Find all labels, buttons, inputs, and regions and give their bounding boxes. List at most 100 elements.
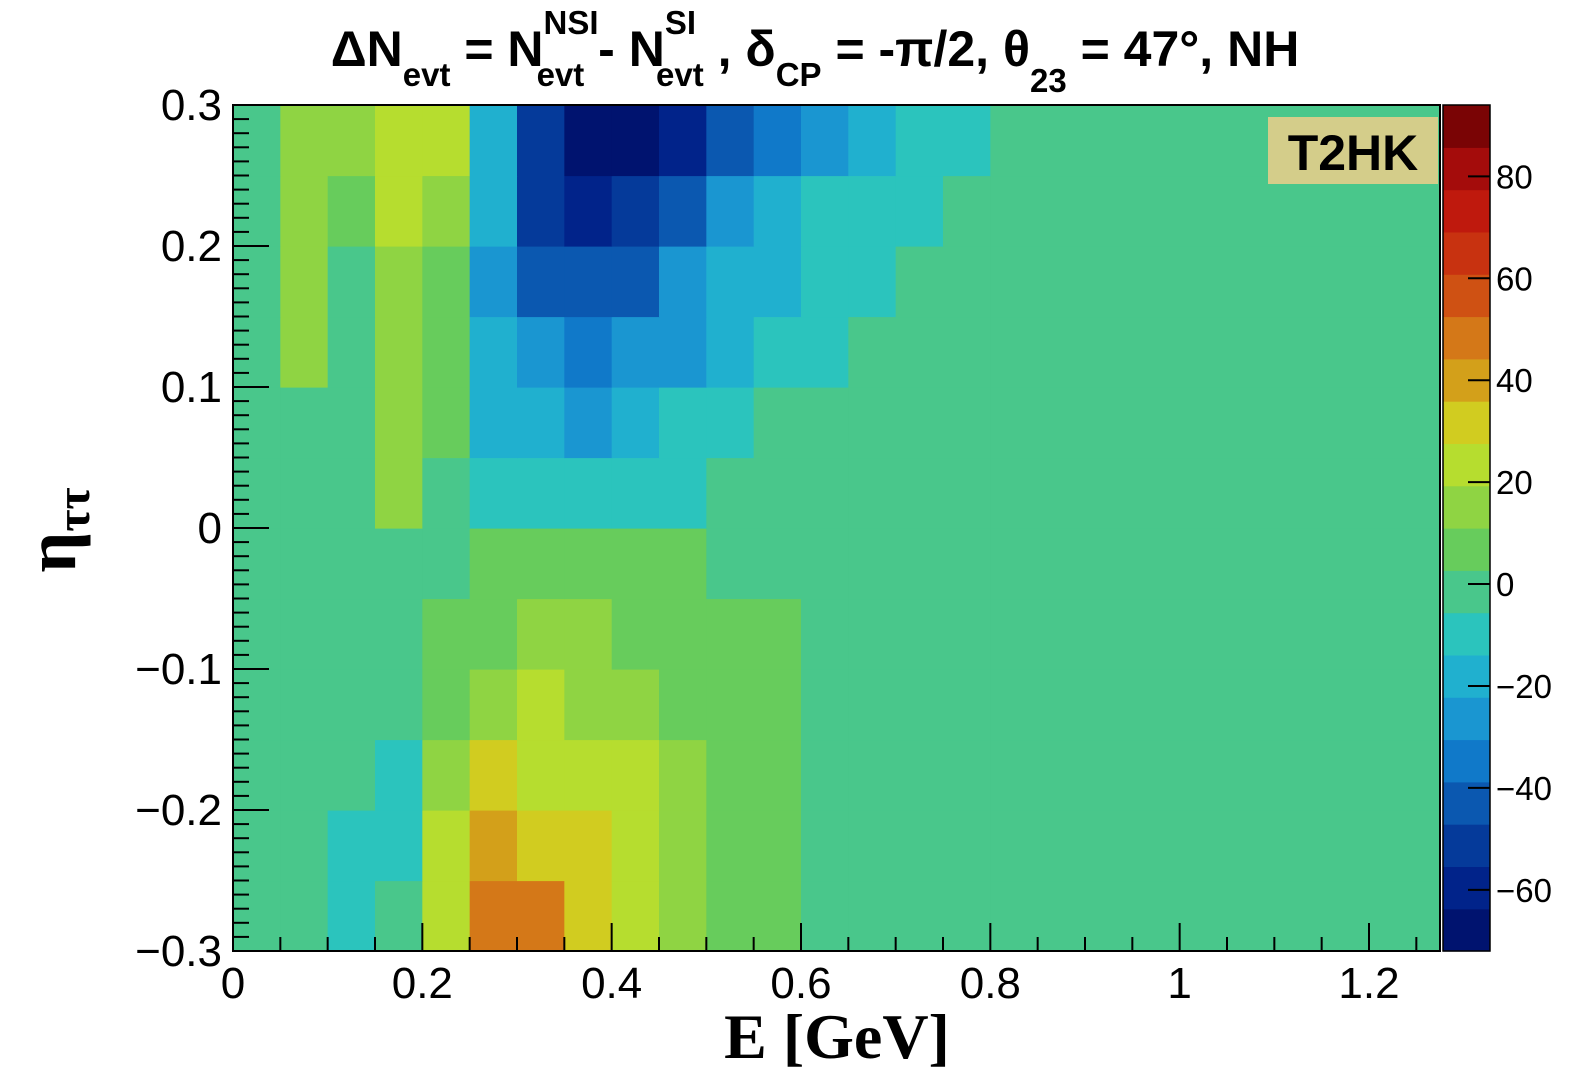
annotation-label: T2HK — [1288, 125, 1419, 181]
colorbar-swatch — [1443, 147, 1490, 191]
colorbar-swatch — [1443, 401, 1490, 444]
colorbar-swatch — [1443, 443, 1490, 487]
heatmap-cell — [801, 810, 849, 882]
heatmap-cell — [375, 528, 423, 600]
heatmap-cell — [943, 669, 991, 741]
heatmap-cell — [659, 246, 707, 318]
heatmap-cell — [848, 528, 897, 600]
heatmap-cell — [611, 457, 660, 529]
heatmap-cell — [327, 598, 376, 670]
y-axis-title-sub: ττ — [47, 487, 100, 531]
heatmap-cell — [706, 598, 755, 670]
heatmap-cell — [801, 387, 849, 459]
heatmap-cell — [801, 880, 849, 952]
heatmap-cell — [517, 457, 565, 529]
heatmap-cell — [564, 316, 613, 388]
heatmap-cell — [233, 316, 281, 388]
heatmap-cell — [895, 669, 944, 741]
x-axis-title: E [GeV] — [724, 1001, 950, 1072]
heatmap-cell — [659, 316, 707, 388]
heatmap-cell — [564, 739, 613, 811]
heatmap-cell — [753, 387, 802, 459]
heatmap-cell — [943, 246, 991, 318]
heatmap-cell — [422, 105, 471, 177]
colorbar-tick-label: −20 — [1496, 668, 1552, 705]
heatmap-cell — [375, 387, 423, 459]
heatmap-cell — [753, 739, 802, 811]
heatmap-cell — [990, 810, 1441, 882]
heatmap-cell — [422, 880, 471, 952]
heatmap-cell — [280, 105, 329, 177]
colorbar-swatch — [1443, 189, 1490, 233]
heatmap-cell — [375, 810, 423, 882]
y-axis-title: ηττ — [11, 487, 100, 572]
colorbar-swatch — [1443, 274, 1490, 318]
heatmap-cell — [280, 246, 329, 318]
heatmap-cell — [943, 598, 991, 670]
heatmap-cell — [943, 739, 991, 811]
heatmap-cell — [848, 175, 897, 247]
colorbar-swatch — [1443, 654, 1490, 698]
heatmap-cell — [517, 810, 565, 882]
heatmap-cell — [327, 105, 376, 177]
heatmap-cell — [375, 316, 423, 388]
heatmap-cell — [611, 316, 660, 388]
heatmap-cell — [564, 669, 613, 741]
heatmap-cell — [990, 528, 1441, 600]
heatmap-cell — [327, 669, 376, 741]
heatmap-cell — [327, 316, 376, 388]
heatmap-cell — [895, 316, 944, 388]
heatmap-cell — [753, 457, 802, 529]
heatmap-cell — [233, 105, 281, 177]
heatmap-cell — [469, 246, 518, 318]
heatmap-cell — [469, 598, 518, 670]
heatmap-cell — [517, 387, 565, 459]
heatmap-cell — [659, 810, 707, 882]
heatmap-cell — [375, 175, 423, 247]
heatmap-cell — [659, 175, 707, 247]
heatmap-cell — [517, 528, 565, 600]
svg-text:ηττ: ηττ — [11, 487, 100, 572]
heatmap-cell — [375, 246, 423, 318]
heatmap-cell — [659, 105, 707, 177]
heatmap-cell — [895, 457, 944, 529]
heatmap-cell — [280, 880, 329, 952]
x-tick-label: 0.2 — [392, 959, 453, 1008]
heatmap-cell — [895, 528, 944, 600]
heatmap-cell — [233, 246, 281, 318]
y-tick-label: 0.3 — [161, 81, 222, 130]
heatmap-cell — [517, 739, 565, 811]
colorbar-swatch — [1443, 316, 1490, 360]
y-tick-label: 0.2 — [161, 222, 222, 271]
heatmap-cell — [943, 528, 991, 600]
heatmap-cell — [990, 387, 1441, 459]
heatmap-cell — [659, 669, 707, 741]
heatmap-cell — [801, 739, 849, 811]
heatmap-cell — [280, 669, 329, 741]
heatmap-cell — [564, 810, 613, 882]
heatmap-cell — [422, 175, 471, 247]
heatmap-cell — [848, 810, 897, 882]
heatmap-cell — [659, 880, 707, 952]
heatmap-cell — [943, 316, 991, 388]
heatmap-cell — [469, 739, 518, 811]
heatmap-cell — [848, 669, 897, 741]
heatmap-cell — [848, 246, 897, 318]
heatmap-cell — [706, 528, 755, 600]
heatmap-cell — [327, 739, 376, 811]
heatmap-cell — [990, 175, 1441, 247]
colorbar-swatch — [1443, 528, 1490, 571]
heatmap-cell — [943, 175, 991, 247]
x-tick-label: 0.4 — [581, 959, 642, 1008]
heatmap-cell — [611, 598, 660, 670]
heatmap-cell — [564, 246, 613, 318]
heatmap-cell — [280, 598, 329, 670]
colorbar-tick-label: −60 — [1496, 872, 1552, 909]
y-tick-label: 0.1 — [161, 363, 222, 412]
heatmap-cell — [990, 880, 1441, 952]
heatmap-cell — [801, 457, 849, 529]
colorbar-tick-label: −40 — [1496, 770, 1552, 807]
colorbar-swatch — [1443, 781, 1490, 825]
heatmap-cell — [659, 739, 707, 811]
heatmap-cell — [753, 316, 802, 388]
